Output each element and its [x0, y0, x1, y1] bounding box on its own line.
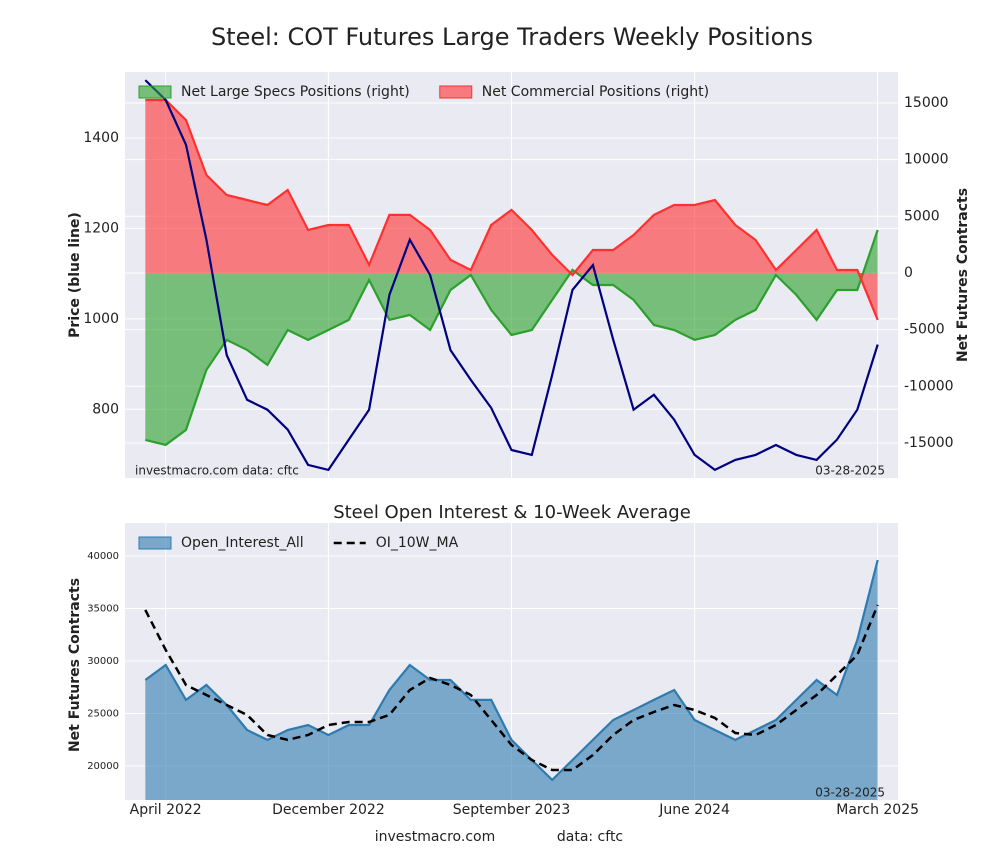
legend-swatch [439, 85, 473, 99]
y2-tick-label: 5000 [904, 208, 940, 224]
area-line [145, 229, 879, 447]
y-tick-label: 1200 [83, 220, 119, 236]
x-tick-label: December 2022 [272, 802, 385, 818]
y-tick-label: 40000 [87, 551, 119, 562]
y2-axis-label: Net Futures Contracts [955, 188, 971, 362]
y-tick-label: 1000 [83, 311, 119, 327]
x-tick-label: April 2022 [130, 802, 202, 818]
y2-tick-label: 15000 [904, 95, 949, 111]
legend-label: Net Commercial Positions (right) [482, 84, 709, 100]
line [144, 79, 879, 472]
date-label: 03-28-2025 [815, 464, 885, 478]
legend-label: Net Large Specs Positions (right) [181, 84, 410, 100]
y-tick-label: 20000 [87, 761, 119, 772]
x-tick-label: September 2023 [453, 802, 570, 818]
footer-source: investmacro.com [375, 829, 495, 845]
y2-tick-label: -15000 [904, 435, 954, 451]
area-line [145, 98, 879, 321]
y-tick-label: 800 [92, 401, 119, 417]
legend-swatch [138, 536, 172, 550]
y-axis-label: Price (blue line) [67, 212, 83, 338]
x-tick-label: March 2025 [836, 802, 919, 818]
chart-title: Steel Open Interest & 10-Week Average [333, 502, 691, 523]
area-fill [145, 230, 878, 445]
legend-label: Open_Interest_All [181, 535, 304, 551]
figure-title: Steel: COT Futures Large Traders Weekly … [211, 23, 813, 51]
x-tick-label: June 2024 [658, 802, 730, 818]
legend-swatch [138, 85, 172, 99]
y2-tick-label: 10000 [904, 152, 949, 168]
y-tick-label: 30000 [87, 656, 119, 667]
y-tick-label: 35000 [87, 603, 119, 614]
watermark: investmacro.com data: cftc [135, 464, 299, 478]
y2-tick-label: -10000 [904, 378, 954, 394]
date-label: 03-28-2025 [815, 786, 885, 800]
y2-tick-label: 0 [904, 265, 913, 281]
area-fill [145, 560, 878, 800]
y-tick-label: 1400 [83, 130, 119, 146]
area-line [144, 559, 879, 782]
y-tick-label: 25000 [87, 708, 119, 719]
legend-label: OI_10W_MA [376, 535, 459, 551]
y-axis-label: Net Futures Contracts [67, 578, 83, 752]
y2-tick-label: -5000 [904, 322, 945, 338]
footer-source: data: cftc [557, 829, 623, 845]
line [144, 604, 879, 772]
